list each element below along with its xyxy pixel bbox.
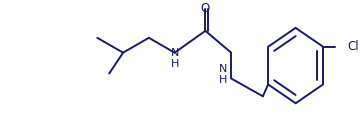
Text: N: N [219,63,228,74]
Text: N: N [170,48,179,58]
Text: H: H [170,59,179,69]
Text: O: O [201,2,210,15]
Text: H: H [219,75,228,85]
Text: Cl: Cl [347,40,359,53]
